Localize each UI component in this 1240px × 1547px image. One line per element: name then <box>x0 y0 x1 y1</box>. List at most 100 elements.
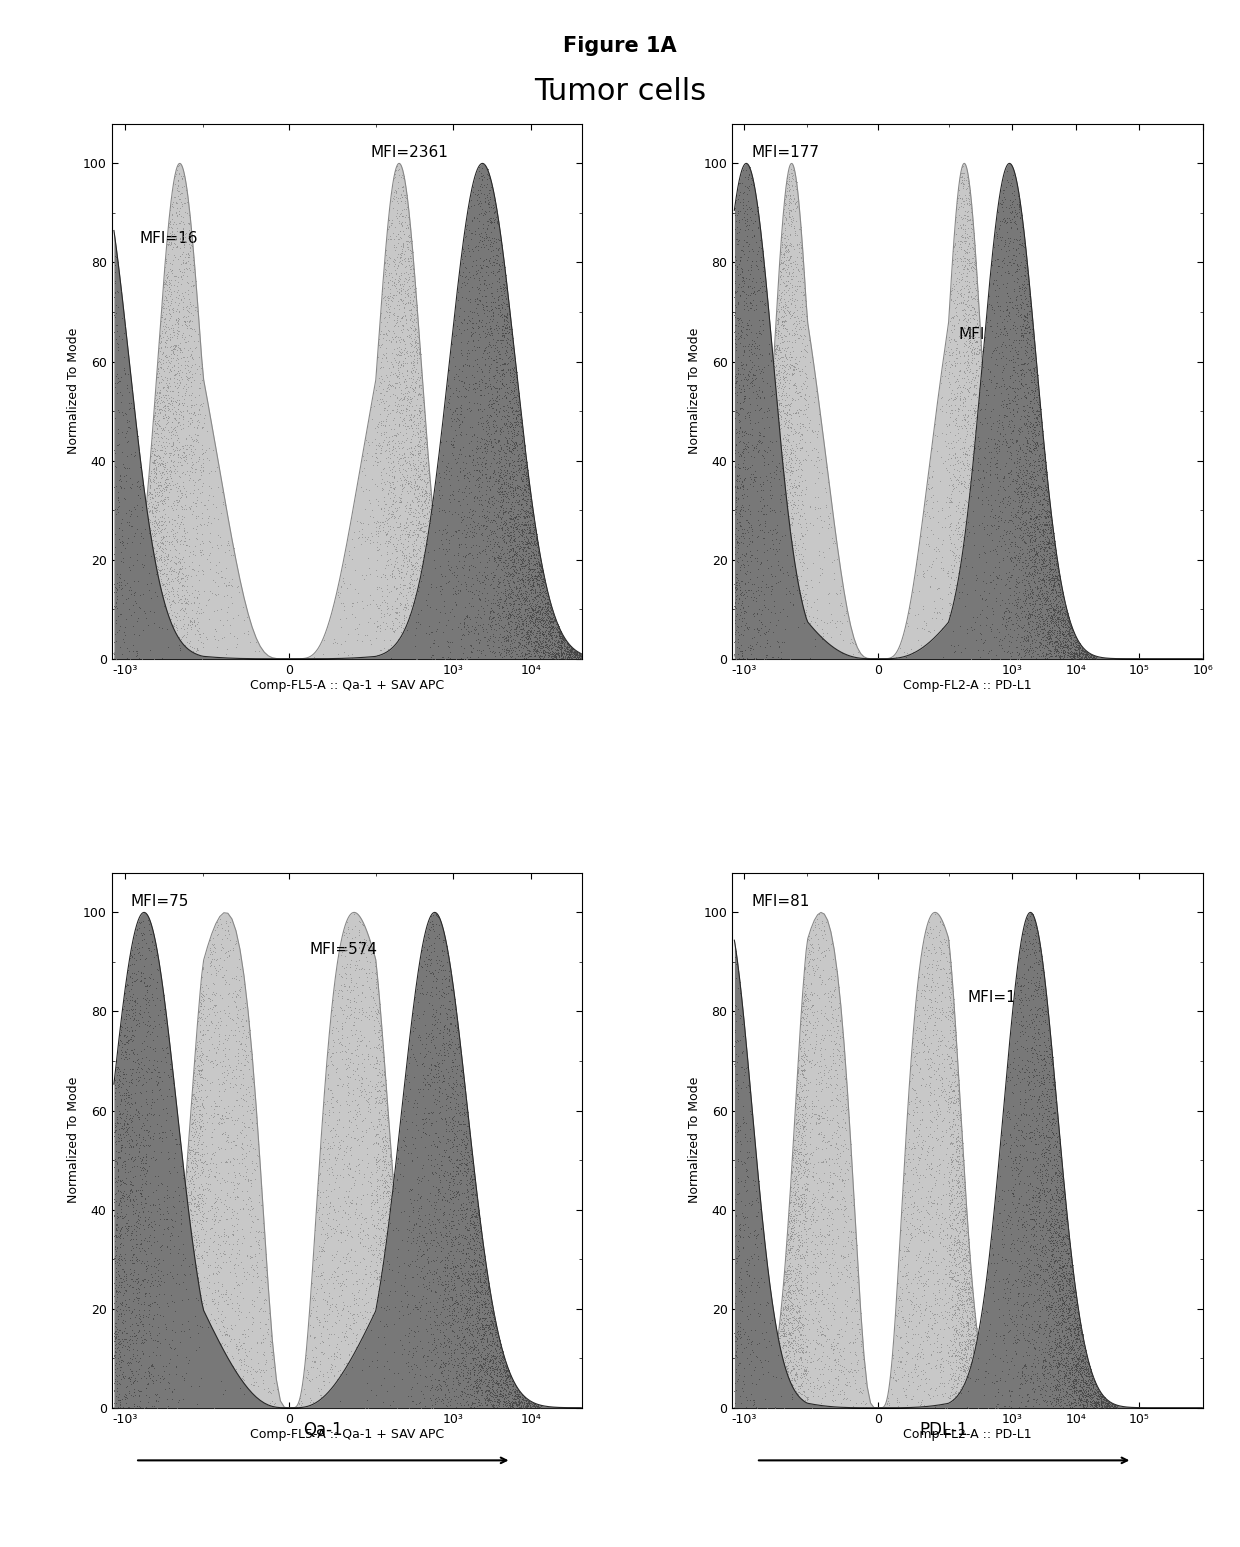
Point <box>955 1371 975 1395</box>
Point <box>968 557 988 582</box>
Point <box>1016 478 1035 503</box>
Point <box>401 323 420 348</box>
Point <box>405 379 425 404</box>
Point <box>388 1258 408 1282</box>
Point <box>471 1235 491 1259</box>
Point <box>401 583 420 608</box>
Point <box>248 1250 268 1275</box>
Point <box>495 1368 515 1392</box>
Point <box>490 342 510 367</box>
Point <box>474 1347 494 1372</box>
Point <box>441 1033 461 1058</box>
Point <box>940 1361 960 1386</box>
Point <box>486 1357 506 1381</box>
Point <box>1034 467 1054 492</box>
Point <box>130 1211 150 1236</box>
Point <box>815 1375 835 1400</box>
Point <box>742 374 761 399</box>
Point <box>1081 1377 1101 1402</box>
Point <box>1089 1381 1109 1406</box>
Point <box>1048 1264 1068 1289</box>
Point <box>386 1245 405 1270</box>
Point <box>243 1264 263 1289</box>
Point <box>169 368 188 393</box>
Point <box>458 339 477 364</box>
Point <box>186 1235 206 1259</box>
Point <box>990 1394 1009 1419</box>
Point <box>954 1394 973 1419</box>
Point <box>346 1334 366 1358</box>
Point <box>498 1378 518 1403</box>
Point <box>802 419 822 444</box>
Point <box>420 497 440 521</box>
Point <box>396 351 415 376</box>
Point <box>200 1275 219 1299</box>
Point <box>401 238 420 263</box>
Point <box>329 580 348 605</box>
Point <box>153 303 172 328</box>
Point <box>134 1326 154 1351</box>
Point <box>1048 1313 1068 1338</box>
Point <box>990 1368 1009 1392</box>
Point <box>957 599 977 623</box>
Point <box>179 1204 198 1228</box>
Point <box>914 1230 934 1255</box>
Point <box>157 1340 177 1364</box>
Point <box>1064 1334 1084 1358</box>
Point <box>1027 1386 1047 1411</box>
Point <box>760 415 780 439</box>
Point <box>981 608 1001 633</box>
Point <box>1013 1100 1033 1125</box>
Point <box>500 1381 520 1406</box>
Point <box>151 518 171 543</box>
Point <box>1058 642 1078 667</box>
Point <box>761 619 781 644</box>
Point <box>915 1197 935 1222</box>
Point <box>782 529 802 554</box>
Point <box>1022 623 1042 648</box>
Point <box>444 429 464 453</box>
Point <box>1058 1214 1078 1239</box>
Point <box>1039 531 1059 555</box>
Point <box>985 277 1004 302</box>
Point <box>110 642 130 667</box>
Point <box>403 1389 423 1414</box>
Point <box>378 1270 398 1295</box>
Point <box>970 419 990 444</box>
Point <box>414 1389 434 1414</box>
Point <box>110 1222 130 1247</box>
Point <box>983 537 1003 562</box>
Point <box>794 1117 813 1142</box>
Point <box>403 1394 423 1419</box>
Point <box>1019 435 1039 459</box>
Point <box>515 433 534 458</box>
Point <box>391 620 410 645</box>
Point <box>159 470 179 495</box>
Point <box>785 1166 805 1191</box>
Point <box>157 637 177 662</box>
Point <box>398 470 418 495</box>
Point <box>1071 1320 1091 1344</box>
Point <box>952 224 972 249</box>
Point <box>1044 1077 1064 1101</box>
Point <box>1048 1372 1068 1397</box>
Point <box>135 545 155 569</box>
Point <box>146 1381 166 1406</box>
Point <box>160 594 180 619</box>
Point <box>1002 645 1022 670</box>
Point <box>1040 1343 1060 1368</box>
Point <box>336 1324 356 1349</box>
Point <box>729 1222 749 1247</box>
Point <box>134 961 154 985</box>
Point <box>766 365 786 390</box>
Point <box>366 619 386 644</box>
Point <box>972 449 992 473</box>
Point <box>755 599 775 623</box>
Point <box>955 545 975 569</box>
Point <box>109 526 129 551</box>
Point <box>382 1194 402 1219</box>
Point <box>992 606 1012 631</box>
Point <box>146 1383 166 1408</box>
Point <box>343 1105 363 1129</box>
Point <box>197 1177 217 1202</box>
